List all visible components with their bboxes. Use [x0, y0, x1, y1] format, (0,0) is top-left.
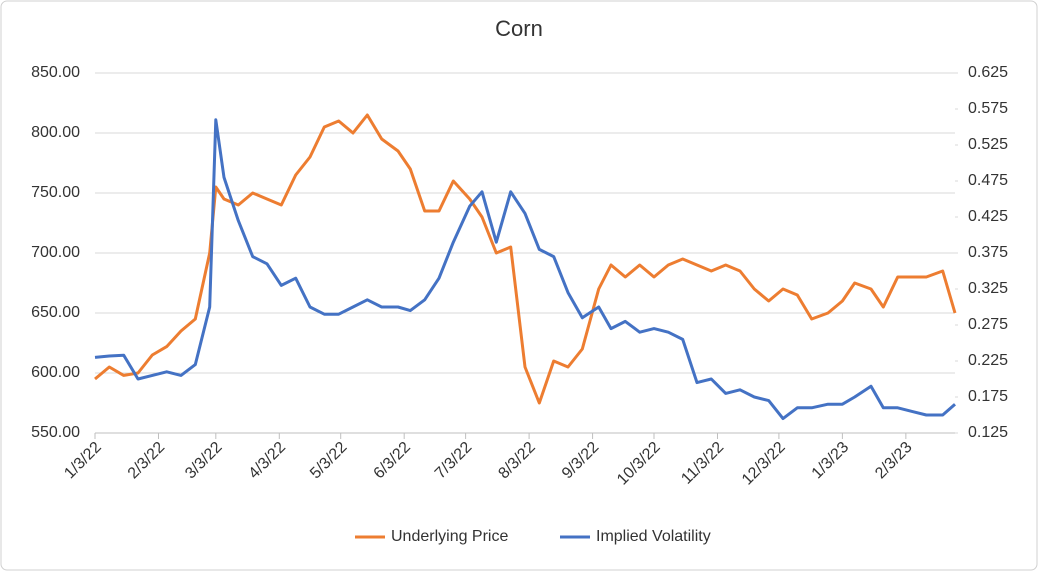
- y-tick-label: 850.00: [31, 64, 80, 81]
- y2-tick-label: 0.325: [968, 280, 1008, 297]
- y-tick-label: 700.00: [31, 244, 80, 261]
- y2-tick-label: 0.625: [968, 64, 1008, 81]
- y-tick-label: 550.00: [31, 424, 80, 441]
- chart-title: Corn: [495, 16, 543, 41]
- y2-tick-label: 0.275: [968, 316, 1008, 333]
- y-tick-label: 600.00: [31, 364, 80, 381]
- series-line: [94, 118, 956, 421]
- legend-label: Underlying Price: [391, 528, 508, 545]
- y2-tick-label: 0.525: [968, 136, 1008, 153]
- y2-tick-label: 0.425: [968, 208, 1008, 225]
- legend-label: Implied Volatility: [596, 528, 711, 545]
- y2-tick-label: 0.375: [968, 244, 1008, 261]
- y2-tick-label: 0.225: [968, 352, 1008, 369]
- y2-tick-label: 0.575: [968, 100, 1008, 117]
- y2-tick-label: 0.175: [968, 388, 1008, 405]
- y-tick-label: 800.00: [31, 124, 80, 141]
- y2-tick-label: 0.125: [968, 424, 1008, 441]
- series-line: [94, 113, 957, 405]
- y2-tick-label: 0.475: [968, 172, 1008, 189]
- y-tick-label: 650.00: [31, 304, 80, 321]
- y-tick-label: 750.00: [31, 184, 80, 201]
